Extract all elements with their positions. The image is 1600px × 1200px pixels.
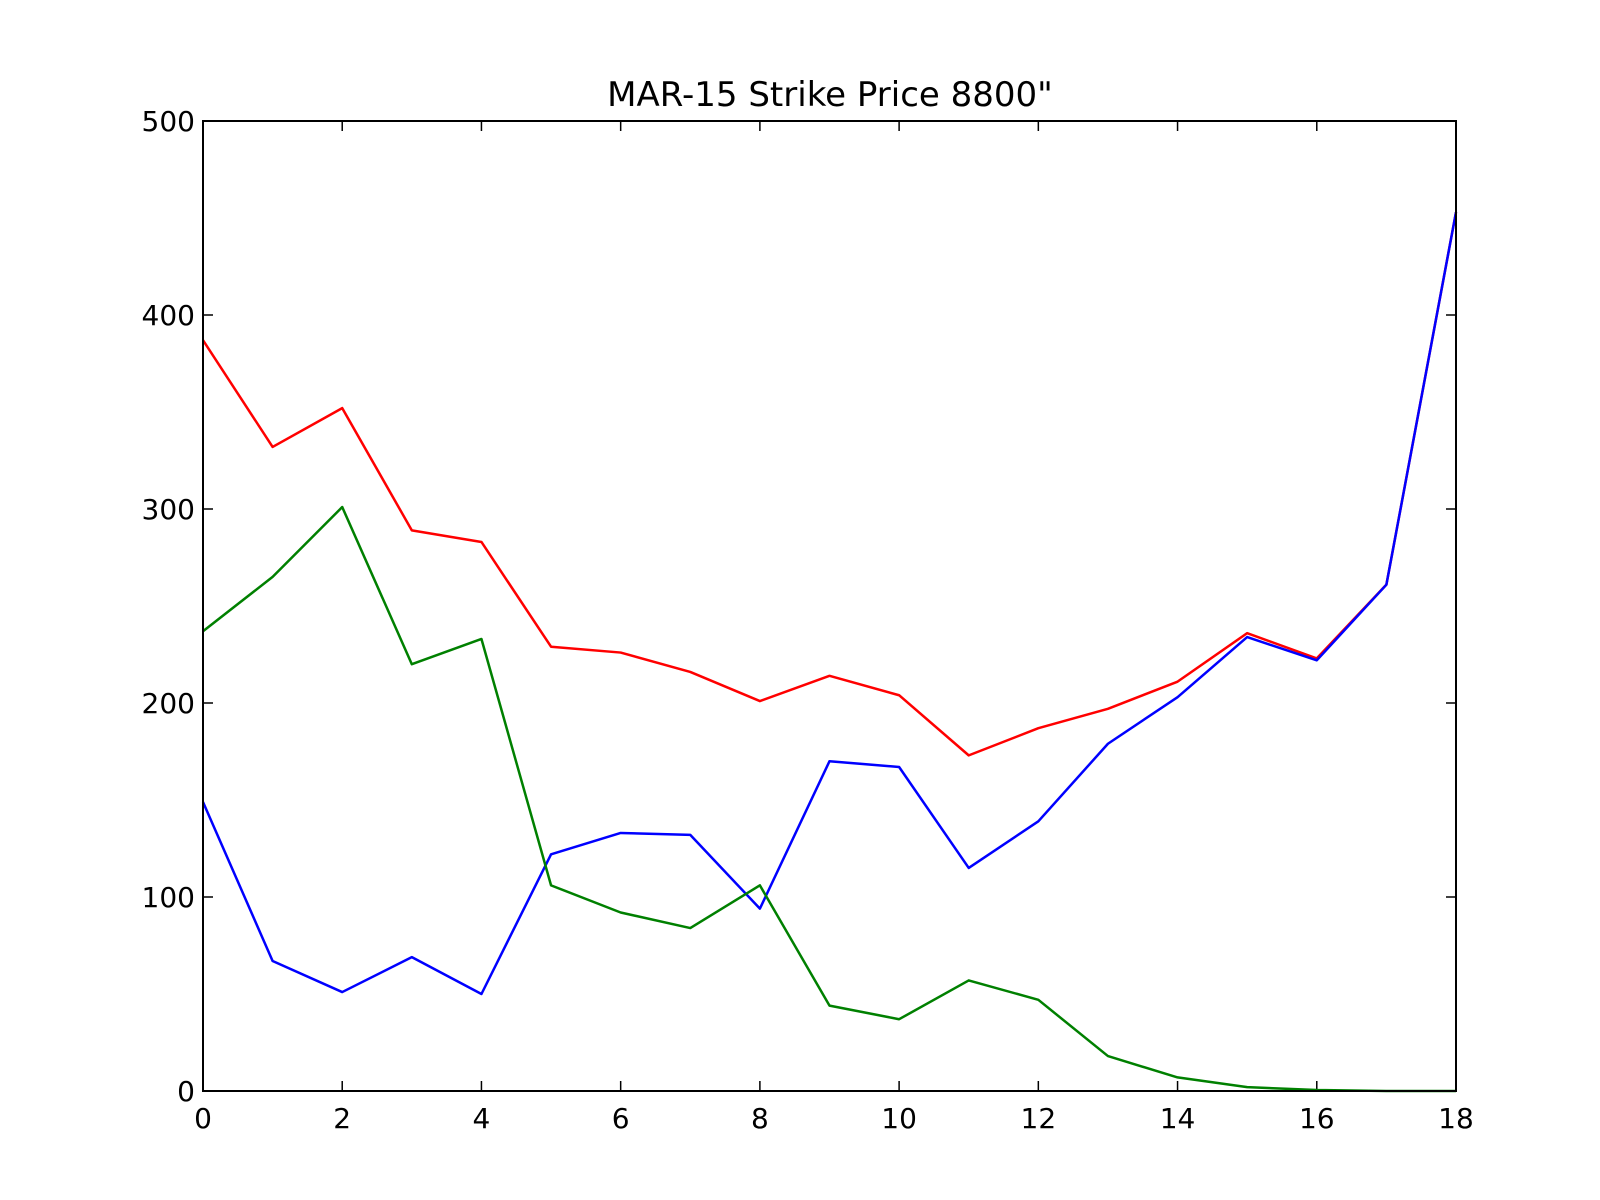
- x-tick-label: 6: [612, 1102, 630, 1135]
- y-tick-label: 100: [142, 881, 195, 914]
- series-line: [202, 505, 1456, 1093]
- series-line: [201, 211, 1458, 996]
- y-tick-label: 300: [142, 493, 195, 526]
- x-tick-label: 12: [1021, 1102, 1057, 1135]
- x-tick-label: 16: [1299, 1102, 1335, 1135]
- y-tick-label: 400: [142, 299, 195, 332]
- plot-frame: [202, 120, 1457, 1092]
- x-tick-label: 2: [333, 1102, 351, 1135]
- y-tick-label: 500: [142, 105, 195, 138]
- x-tick-label: 10: [881, 1102, 917, 1135]
- y-tick-label: 200: [142, 687, 195, 720]
- x-tick-label: 14: [1160, 1102, 1196, 1135]
- x-tick-label: 8: [751, 1102, 769, 1135]
- series-line: [201, 211, 1458, 757]
- chart-title: MAR-15 Strike Price 8800": [607, 75, 1053, 115]
- x-tick-label: 0: [194, 1102, 212, 1135]
- x-tick-label: 4: [473, 1102, 491, 1135]
- y-tick-label: 0: [177, 1075, 195, 1108]
- x-tick-label: 18: [1438, 1102, 1474, 1135]
